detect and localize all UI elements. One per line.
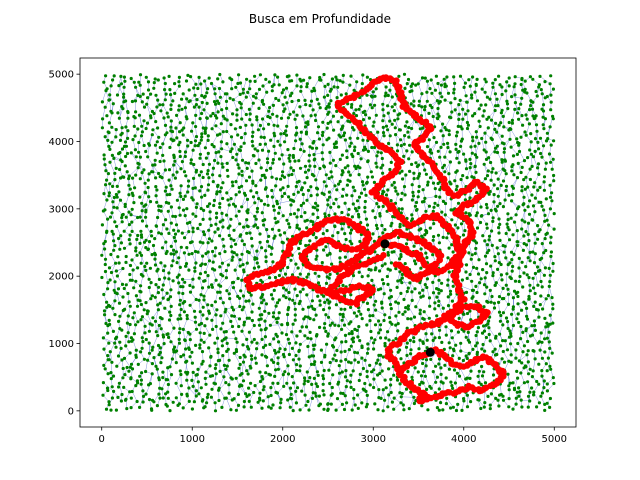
x-tick-label: 0 bbox=[99, 434, 105, 445]
x-tick-label: 4000 bbox=[451, 434, 476, 445]
search-path bbox=[243, 74, 507, 405]
plot-marks bbox=[100, 72, 556, 413]
y-tick-label: 1000 bbox=[49, 339, 74, 350]
axes: 0 1000 2000 3000 4000 5000 0 1000 2000 3000 4000 50… bbox=[49, 57, 577, 445]
y-tick-label: 5000 bbox=[49, 70, 74, 81]
x-tick-label: 5000 bbox=[542, 434, 567, 445]
x-tick-label: 1000 bbox=[180, 434, 205, 445]
y-tick-label: 4000 bbox=[49, 137, 74, 148]
y-tick-label: 3000 bbox=[49, 204, 74, 215]
search-path-points bbox=[243, 74, 507, 405]
x-tick-label: 2000 bbox=[270, 434, 295, 445]
axes-frame bbox=[79, 57, 577, 428]
y-tick-label: 0 bbox=[68, 406, 74, 417]
chart-title: Busca em Profundidade bbox=[249, 12, 391, 26]
y-tick-label: 2000 bbox=[49, 272, 74, 283]
end-node bbox=[425, 347, 435, 357]
x-tick-label: 3000 bbox=[361, 434, 386, 445]
start-node bbox=[380, 239, 390, 249]
plot-area bbox=[100, 72, 556, 413]
